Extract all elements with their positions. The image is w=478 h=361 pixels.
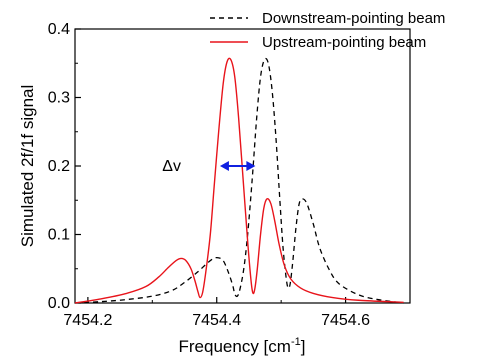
x-tick-label: 7454.6 xyxy=(321,312,370,329)
delta-v-arrow-head-right xyxy=(246,161,256,171)
legend-label: Upstream-pointing beam xyxy=(262,34,426,51)
legend: Downstream-pointing beam Upstream-pointin… xyxy=(210,10,445,51)
delta-v-label: Δv xyxy=(162,158,181,175)
y-tick-label: 0.3 xyxy=(48,90,70,107)
x-tick-label: 7454.4 xyxy=(192,312,241,329)
y-tick-label: 0.2 xyxy=(48,158,70,175)
series-layer xyxy=(74,57,404,304)
x-axis-title-sup: -1 xyxy=(291,336,301,348)
x-axis-title: Frequency [cm-1] xyxy=(179,336,306,356)
x-axis-title-main: Frequency [cm xyxy=(179,337,291,356)
series-line-upstream xyxy=(74,57,404,304)
delta-v-arrow-head-left xyxy=(219,161,229,171)
annotation-layer: Δv xyxy=(162,158,256,175)
x-tick-label: 7454.2 xyxy=(63,312,112,329)
x-axis-title-end: ] xyxy=(301,337,306,356)
y-tick-label: 0.0 xyxy=(48,295,70,312)
series-line-downstream xyxy=(74,57,404,304)
y-tick-label: 0.4 xyxy=(48,21,70,38)
y-tick-label: 0.1 xyxy=(48,227,70,244)
legend-label: Downstream-pointing beam xyxy=(262,10,445,27)
y-axis-title: Simulated 2f/1f signal xyxy=(18,85,37,248)
axis-ticks: 7454.2 7454.4 7454.6 0.0 0.1 0.2 0.3 0.4 xyxy=(48,21,370,329)
